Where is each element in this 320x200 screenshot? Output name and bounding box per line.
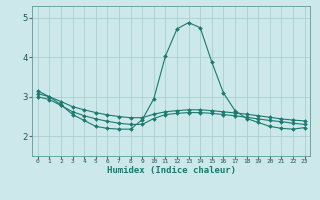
X-axis label: Humidex (Indice chaleur): Humidex (Indice chaleur) <box>107 166 236 175</box>
